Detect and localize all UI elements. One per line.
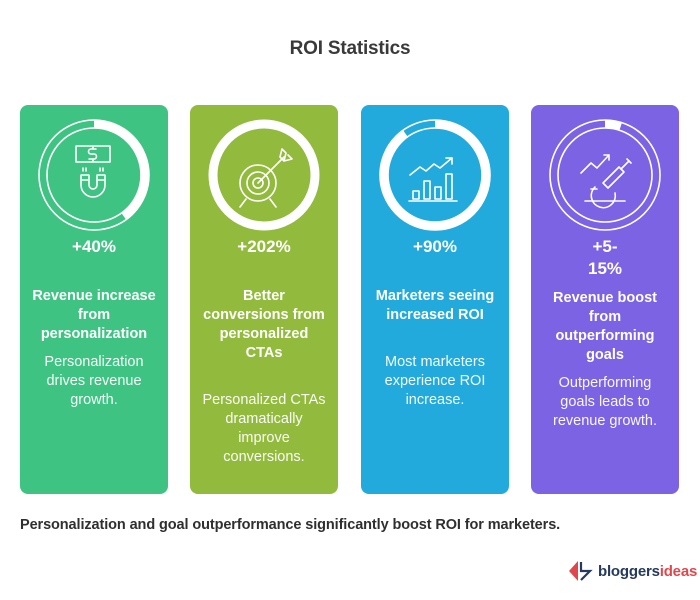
card-description: Personalized CTAs dramatically improve c… (202, 392, 326, 465)
progress-ring (202, 113, 326, 237)
stat-value: +5-15% (587, 237, 623, 278)
bloggersideas-logo: bloggersideas (568, 560, 697, 582)
logo-mark-icon (569, 561, 593, 581)
card-description: Personalization drives revenue growth. (44, 354, 144, 408)
progress-ring (543, 113, 667, 237)
progress-ring (373, 113, 497, 237)
progress-ring (32, 113, 156, 237)
card-description: Most marketers experience ROI increase. (384, 354, 486, 408)
card-description: Outperforming goals leads to revenue gro… (553, 375, 657, 429)
card-heading: Marketers seeing increased ROI (375, 288, 495, 323)
stat-value: +40% (72, 237, 116, 256)
money-magnet-icon (75, 145, 111, 198)
stat-value: +90% (413, 237, 457, 256)
stat-card-personalized-ctas: +202% Better conversions from personaliz… (190, 105, 338, 494)
card-heading: Revenue boost from outperforming goals (553, 290, 657, 363)
logo-text: bloggersideas (598, 563, 697, 580)
stat-card-revenue-personalization: +40% Revenue increase from personalizati… (20, 105, 168, 494)
logo-text-bloggers: bloggers (598, 562, 660, 580)
card-heading: Revenue increase from personalization (32, 288, 156, 342)
stat-value: +202% (237, 237, 291, 256)
microscope-trend-icon (580, 154, 632, 209)
target-arrow-icon (239, 148, 293, 208)
stat-card-marketers-roi: +90% Marketers seeing increased ROI Most… (361, 105, 509, 494)
page-title: ROI Statistics (289, 38, 411, 59)
stat-card-outperforming-goals: +5-15% Revenue boost from outperforming … (531, 105, 679, 494)
growth-chart-icon (408, 157, 458, 202)
summary-text: Personalization and goal outperformance … (20, 517, 561, 533)
logo-text-ideas: ideas (659, 562, 698, 580)
card-heading: Better conversions from personalized CTA… (203, 288, 325, 361)
